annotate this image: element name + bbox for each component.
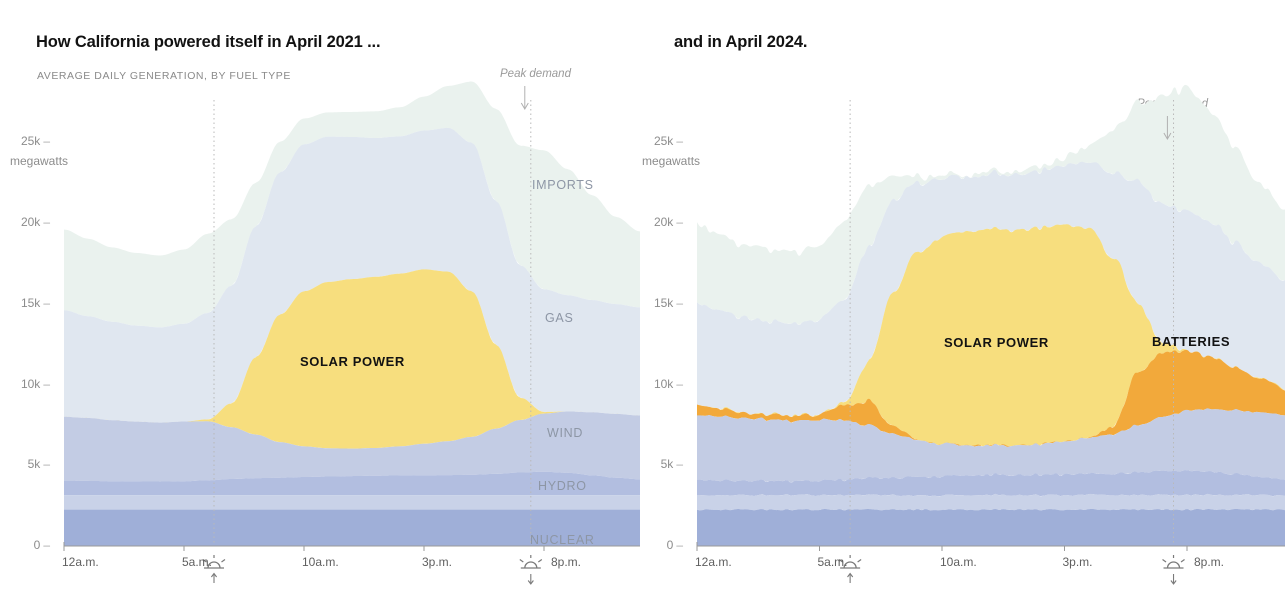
x-tick-5a.m.: 5a.m. — [182, 555, 213, 569]
sunset-icon — [519, 555, 543, 585]
right-chart-svg — [696, 84, 1285, 585]
peak-demand-arrow — [520, 86, 529, 110]
area-solar-power — [64, 269, 640, 449]
panel-april-2021: How California powered itself in April 2… — [0, 0, 640, 604]
x-tick-8p.m.: 8p.m. — [1194, 555, 1225, 569]
x-tick-10a.m.: 10a.m. — [940, 555, 977, 569]
y-tick-0: 0– — [33, 538, 50, 552]
area-wind — [64, 411, 640, 482]
sunrise-icon — [202, 555, 226, 583]
area-nuclear — [697, 508, 1285, 546]
left-chart-subtitle: AVERAGE DAILY GENERATION, BY FUEL TYPE — [37, 70, 291, 82]
axes — [63, 542, 640, 551]
left-yaxis-units: megawatts — [10, 154, 69, 168]
y-tick-20k: 20k – — [20, 215, 50, 230]
x-tick-3p.m.: 3p.m. — [1062, 555, 1093, 569]
area-wind — [697, 408, 1285, 483]
stacked-areas — [697, 84, 1285, 546]
y-tick-10k: 10k – — [653, 376, 683, 391]
left-chart-title: How California powered itself in April 2… — [36, 33, 381, 51]
y-tick-0: 0– — [666, 538, 683, 552]
sunrise-icon — [838, 555, 862, 583]
right-yaxis-units: megawatts — [642, 154, 701, 168]
y-tick-20k: 20k – — [653, 215, 683, 230]
y-tick-5k: 5k – — [660, 457, 683, 472]
x-tick-12a.m.: 12a.m. — [695, 555, 732, 569]
area-hydro — [697, 470, 1285, 497]
right-chart-title: and in April 2024. — [674, 33, 808, 51]
area-imports — [697, 84, 1285, 325]
y-tick-25k: 25k – — [653, 134, 683, 149]
area-gas — [697, 161, 1285, 417]
x-tick-5a.m.: 5a.m. — [817, 555, 848, 569]
y-tick-10k: 10k – — [20, 376, 50, 391]
y-tick-5k: 5k – — [27, 457, 50, 472]
y-tick-15k: 15k – — [653, 295, 683, 310]
area-other — [64, 495, 640, 510]
y-tick-25k: 25k – — [20, 134, 50, 149]
peak-demand-arrow — [1163, 116, 1172, 140]
area-gas — [64, 127, 640, 423]
x-tick-3p.m.: 3p.m. — [422, 555, 453, 569]
panel-april-2024: and in April 2024. megawatts Peak demand… — [640, 0, 1285, 604]
left-peak-demand-label: Peak demand — [500, 68, 571, 80]
area-imports — [64, 81, 640, 328]
area-nuclear — [64, 509, 640, 546]
x-tick-12a.m.: 12a.m. — [62, 555, 99, 569]
y-tick-15k: 15k – — [20, 295, 50, 310]
left-chart-svg — [63, 81, 640, 585]
sunset-icon — [1162, 555, 1185, 585]
area-hydro — [64, 471, 640, 496]
x-tick-10a.m.: 10a.m. — [302, 555, 339, 569]
x-tick-8p.m.: 8p.m. — [551, 555, 582, 569]
area-solar-power — [697, 224, 1285, 447]
area-batteries — [697, 349, 1285, 447]
area-other — [697, 493, 1285, 511]
stacked-areas — [64, 81, 640, 546]
axes — [696, 542, 1285, 551]
